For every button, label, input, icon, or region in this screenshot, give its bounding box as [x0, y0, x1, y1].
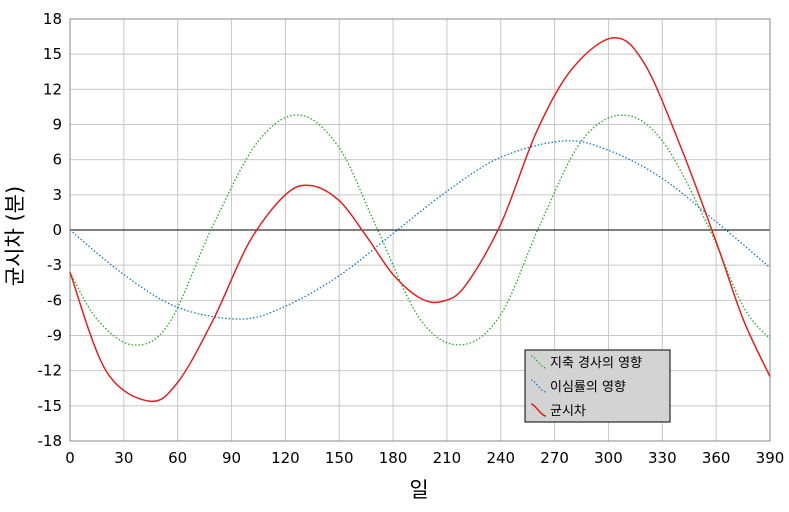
x-tick-label: 240 — [486, 449, 515, 467]
legend-label: 이심률의 영향 — [550, 380, 626, 395]
y-tick-label: 12 — [43, 80, 62, 98]
series-layer — [69, 37, 771, 403]
x-tick-label: 60 — [168, 449, 187, 467]
legend-item: 지축 경사의 영향 — [530, 355, 642, 371]
legend-box — [524, 349, 671, 423]
y-tick-label: -15 — [38, 397, 63, 415]
x-tick-label: 270 — [540, 449, 569, 467]
legend-swatch — [530, 379, 547, 393]
y-axis-title: 균시차 (분) — [3, 186, 27, 286]
x-axis-title: 일 — [409, 478, 428, 502]
x-tick-label: 210 — [433, 449, 462, 467]
x-tick-label: 120 — [271, 449, 300, 467]
legend-swatch — [530, 355, 547, 369]
y-tick-label: -3 — [47, 256, 62, 274]
x-tick-label: 90 — [222, 449, 241, 467]
x-tick-label: 180 — [379, 449, 408, 467]
x-tick-label: 0 — [65, 449, 75, 467]
y-tick-label: -9 — [47, 327, 62, 345]
y-tick-label: 3 — [52, 186, 62, 204]
y-tick-label: -6 — [47, 291, 62, 309]
x-axis-ticks: 0 30 60 90 120 150 180 210 240 270 300 330 360 390 — [65, 449, 784, 467]
y-tick-label: 6 — [52, 151, 62, 169]
y-tick-label: 15 — [43, 45, 62, 63]
x-tick-label: 330 — [648, 449, 677, 467]
legend-label: 균시차 — [550, 404, 586, 419]
x-tick-label: 150 — [325, 449, 354, 467]
legend-item: 균시차 — [530, 403, 586, 419]
legend-swatch — [530, 403, 547, 417]
y-tick-label: -18 — [38, 432, 63, 450]
series-eccentricity — [69, 140, 771, 320]
y-tick-label: 9 — [52, 116, 62, 134]
x-tick-label: 390 — [756, 449, 785, 467]
x-tick-label: 360 — [702, 449, 731, 467]
legend-label: 지축 경사의 영향 — [550, 356, 642, 371]
series-equation-of-time — [69, 37, 771, 403]
legend-item: 이심률의 영향 — [530, 379, 626, 395]
y-tick-label: -12 — [38, 362, 63, 380]
x-tick-label: 30 — [114, 449, 133, 467]
y-axis-ticks: 18 15 12 9 6 3 0 -3 -6 -9 -12 -15 -18 — [38, 10, 63, 450]
x-tick-label: 300 — [594, 449, 623, 467]
y-tick-label: 0 — [52, 221, 62, 239]
y-tick-label: 18 — [43, 10, 62, 28]
